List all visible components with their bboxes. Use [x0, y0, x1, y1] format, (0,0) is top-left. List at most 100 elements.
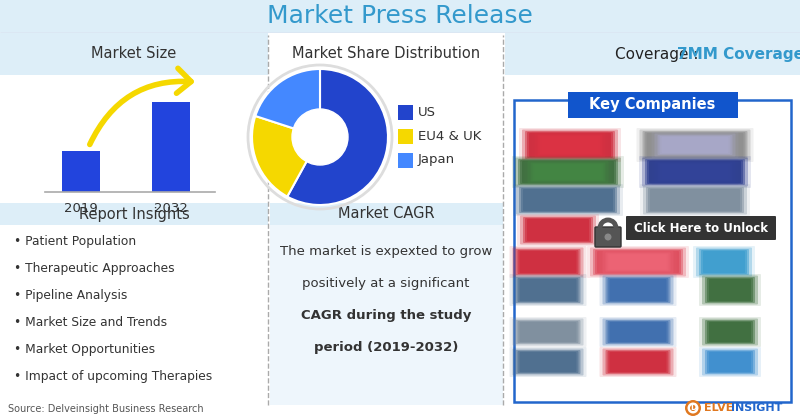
FancyBboxPatch shape — [701, 250, 747, 274]
Text: period (2019-2032): period (2019-2032) — [314, 341, 458, 354]
FancyBboxPatch shape — [520, 215, 596, 244]
FancyBboxPatch shape — [593, 249, 683, 275]
Text: • Therapeutic Approaches: • Therapeutic Approaches — [14, 262, 174, 275]
Text: EU4 & UK: EU4 & UK — [418, 129, 482, 142]
FancyBboxPatch shape — [534, 165, 602, 179]
FancyBboxPatch shape — [702, 318, 758, 346]
FancyBboxPatch shape — [602, 349, 674, 375]
FancyBboxPatch shape — [513, 276, 583, 304]
Text: Market Press Release: Market Press Release — [267, 4, 533, 28]
FancyBboxPatch shape — [702, 349, 758, 375]
Bar — [270, 225, 503, 405]
FancyBboxPatch shape — [513, 318, 583, 346]
FancyBboxPatch shape — [707, 321, 753, 343]
Circle shape — [687, 402, 698, 414]
FancyBboxPatch shape — [699, 317, 761, 347]
FancyBboxPatch shape — [518, 351, 578, 373]
FancyBboxPatch shape — [539, 136, 601, 155]
Wedge shape — [287, 69, 388, 205]
Text: • Market Size and Trends: • Market Size and Trends — [14, 316, 167, 329]
FancyBboxPatch shape — [515, 249, 581, 275]
FancyBboxPatch shape — [513, 349, 583, 375]
Text: • Impact of upcoming Therapies: • Impact of upcoming Therapies — [14, 370, 212, 383]
FancyBboxPatch shape — [649, 161, 741, 183]
Text: ELVE: ELVE — [704, 403, 734, 413]
FancyBboxPatch shape — [529, 133, 611, 157]
FancyBboxPatch shape — [595, 227, 621, 247]
Wedge shape — [255, 69, 320, 137]
FancyBboxPatch shape — [527, 132, 613, 158]
FancyBboxPatch shape — [699, 347, 761, 377]
FancyBboxPatch shape — [607, 254, 669, 270]
FancyBboxPatch shape — [639, 156, 751, 188]
FancyBboxPatch shape — [519, 251, 577, 273]
FancyBboxPatch shape — [599, 317, 677, 347]
FancyBboxPatch shape — [595, 250, 681, 274]
FancyBboxPatch shape — [512, 156, 624, 188]
FancyBboxPatch shape — [534, 133, 606, 157]
FancyBboxPatch shape — [606, 350, 670, 374]
FancyBboxPatch shape — [643, 186, 747, 215]
FancyBboxPatch shape — [662, 165, 729, 179]
FancyBboxPatch shape — [693, 246, 755, 278]
FancyBboxPatch shape — [659, 136, 730, 154]
FancyBboxPatch shape — [651, 160, 738, 184]
Bar — [0, 225, 268, 405]
FancyBboxPatch shape — [606, 277, 670, 303]
FancyBboxPatch shape — [518, 250, 578, 274]
FancyBboxPatch shape — [538, 134, 602, 155]
FancyBboxPatch shape — [525, 131, 615, 159]
FancyBboxPatch shape — [510, 347, 586, 377]
FancyBboxPatch shape — [699, 274, 761, 306]
FancyBboxPatch shape — [519, 279, 577, 301]
Text: Report Insights: Report Insights — [78, 207, 190, 221]
Circle shape — [292, 109, 348, 165]
Text: Market Size: Market Size — [91, 47, 177, 61]
FancyBboxPatch shape — [590, 247, 686, 276]
Text: 7MM Coverage: 7MM Coverage — [677, 47, 800, 61]
FancyBboxPatch shape — [542, 136, 598, 153]
Bar — [567, 92, 738, 118]
FancyBboxPatch shape — [607, 351, 669, 373]
FancyBboxPatch shape — [522, 161, 614, 183]
Text: positively at a significant: positively at a significant — [302, 277, 470, 290]
FancyBboxPatch shape — [642, 158, 748, 186]
FancyBboxPatch shape — [645, 159, 745, 185]
FancyBboxPatch shape — [599, 274, 677, 306]
FancyBboxPatch shape — [647, 160, 743, 184]
Text: The market is expexted to grow: The market is expexted to grow — [280, 245, 492, 258]
FancyArrowPatch shape — [90, 68, 191, 144]
FancyBboxPatch shape — [516, 186, 620, 215]
FancyBboxPatch shape — [520, 160, 616, 184]
FancyBboxPatch shape — [646, 133, 743, 157]
FancyBboxPatch shape — [699, 249, 749, 275]
Bar — [0, 77, 268, 205]
Circle shape — [605, 234, 611, 241]
FancyBboxPatch shape — [517, 214, 599, 246]
Text: • Patient Population: • Patient Population — [14, 235, 136, 248]
FancyBboxPatch shape — [518, 321, 578, 343]
FancyBboxPatch shape — [515, 350, 581, 374]
FancyBboxPatch shape — [519, 322, 577, 342]
FancyBboxPatch shape — [518, 159, 618, 185]
Bar — [514, 100, 791, 402]
FancyBboxPatch shape — [510, 317, 586, 347]
Text: Market Share Distribution: Market Share Distribution — [292, 47, 480, 61]
FancyBboxPatch shape — [607, 278, 669, 302]
Text: Coverage :: Coverage : — [615, 47, 703, 61]
FancyBboxPatch shape — [525, 218, 591, 242]
FancyBboxPatch shape — [645, 132, 746, 158]
FancyBboxPatch shape — [654, 134, 735, 157]
FancyBboxPatch shape — [659, 163, 730, 181]
FancyBboxPatch shape — [599, 347, 677, 377]
FancyBboxPatch shape — [640, 184, 750, 216]
Circle shape — [685, 400, 701, 416]
Circle shape — [690, 405, 696, 411]
Bar — [0, 0, 800, 32]
Bar — [152, 102, 190, 192]
FancyBboxPatch shape — [650, 189, 740, 211]
Text: Japan: Japan — [418, 153, 455, 166]
FancyBboxPatch shape — [602, 276, 674, 304]
FancyBboxPatch shape — [531, 131, 609, 158]
Text: • Pipeline Analysis: • Pipeline Analysis — [14, 289, 127, 302]
